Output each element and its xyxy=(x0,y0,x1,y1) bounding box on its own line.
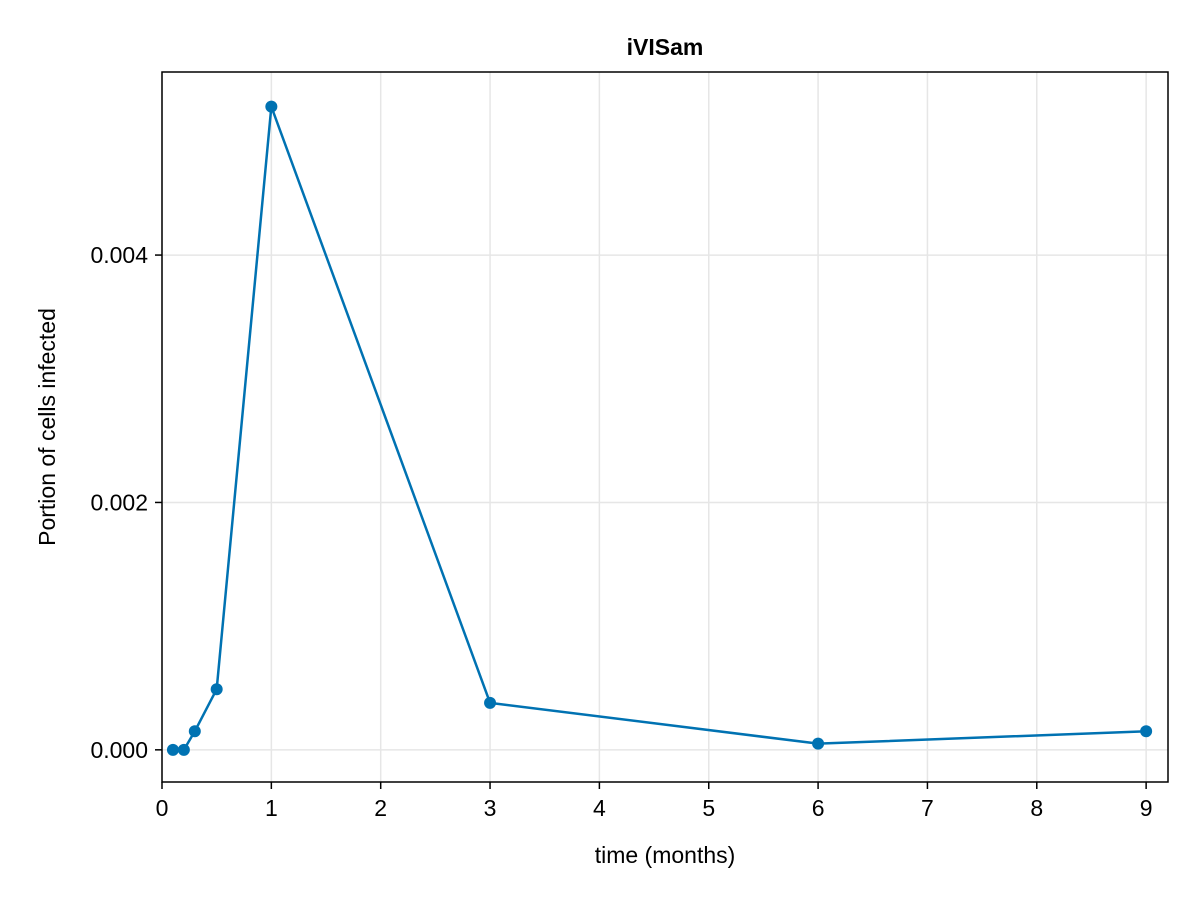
x-tick-label: 6 xyxy=(812,795,825,821)
data-point xyxy=(265,100,278,113)
data-point xyxy=(1140,725,1153,738)
x-tick-label: 9 xyxy=(1140,795,1153,821)
data-point xyxy=(812,737,825,750)
x-tick-label: 3 xyxy=(484,795,497,821)
y-axis-title: Portion of cells infected xyxy=(34,308,60,546)
x-tick-label: 5 xyxy=(702,795,715,821)
data-point xyxy=(210,683,223,696)
data-point xyxy=(188,725,201,738)
data-point xyxy=(177,743,190,756)
y-tick-label: 0.004 xyxy=(90,242,148,268)
y-tick-label: 0.000 xyxy=(90,737,148,763)
x-tick-label: 0 xyxy=(156,795,169,821)
series-line xyxy=(172,105,1147,752)
x-tick-label: 7 xyxy=(921,795,934,821)
x-tick-label: 8 xyxy=(1030,795,1043,821)
x-tick-label: 4 xyxy=(593,795,606,821)
series-layer xyxy=(166,100,1153,756)
x-tick-label: 1 xyxy=(265,795,278,821)
plot-frame xyxy=(161,71,1169,783)
x-axis-title: time (months) xyxy=(595,842,736,868)
y-tick-label: 0.002 xyxy=(90,489,148,515)
chart-title: iVISam xyxy=(627,34,704,60)
data-point xyxy=(484,696,497,709)
data-point xyxy=(166,743,179,756)
ticks: 0 1 2 3 4 5 6 7 8 9 0.000 0.002 0.004 xyxy=(90,242,1152,821)
grid xyxy=(161,72,1168,782)
x-tick-label: 2 xyxy=(374,795,387,821)
